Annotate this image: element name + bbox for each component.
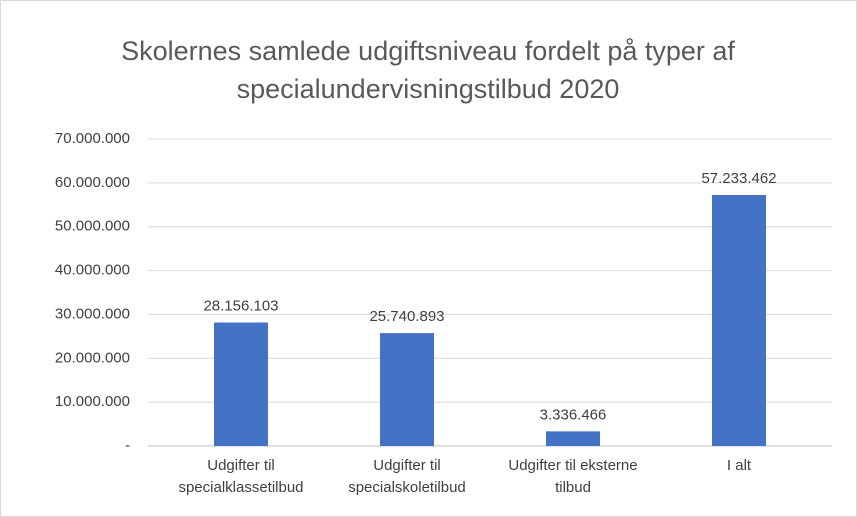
y-tick-label: 40.000.000 — [55, 262, 130, 279]
bar — [214, 322, 268, 446]
y-tick-label: - — [125, 437, 130, 454]
data-label: 28.156.103 — [203, 297, 278, 314]
x-tick-label: Udgifter til specialklassetilbud — [178, 457, 304, 496]
x-tick-label: Udgifter til eksterne tilbud — [508, 457, 638, 496]
y-tick-label: 50.000.000 — [55, 218, 130, 235]
chart-title: Skolernes samlede udgiftsniveau fordelt … — [121, 36, 735, 104]
y-tick-label: 30.000.000 — [55, 305, 130, 322]
x-tick-label: I alt — [726, 457, 752, 474]
data-label: 3.336.466 — [540, 406, 607, 423]
y-tick-label: 70.000.000 — [55, 130, 130, 147]
y-tick-label: 10.000.000 — [55, 393, 130, 410]
data-label: 57.233.462 — [701, 170, 776, 187]
x-tick-label: Udgifter til specialskoletilbud — [348, 457, 466, 496]
y-tick-label: 60.000.000 — [55, 174, 130, 191]
y-tick-label: 20.000.000 — [55, 349, 130, 366]
bar — [380, 333, 434, 446]
bar — [546, 431, 600, 446]
data-label: 25.740.893 — [369, 308, 444, 325]
bar — [712, 194, 766, 446]
